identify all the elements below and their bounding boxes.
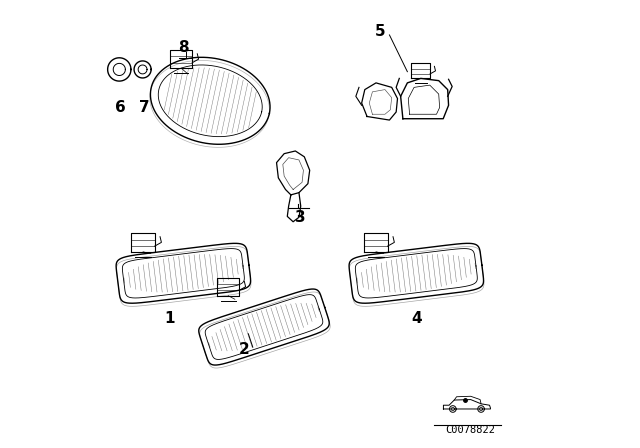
Text: 1: 1 xyxy=(164,310,175,326)
Text: 4: 4 xyxy=(411,310,422,326)
Text: 7: 7 xyxy=(139,100,150,115)
Text: 8: 8 xyxy=(178,39,189,55)
Text: C0078822: C0078822 xyxy=(445,425,495,435)
Text: 5: 5 xyxy=(375,24,386,39)
Text: 2: 2 xyxy=(239,342,249,357)
Text: 3: 3 xyxy=(294,210,305,225)
Text: 6: 6 xyxy=(115,100,125,115)
